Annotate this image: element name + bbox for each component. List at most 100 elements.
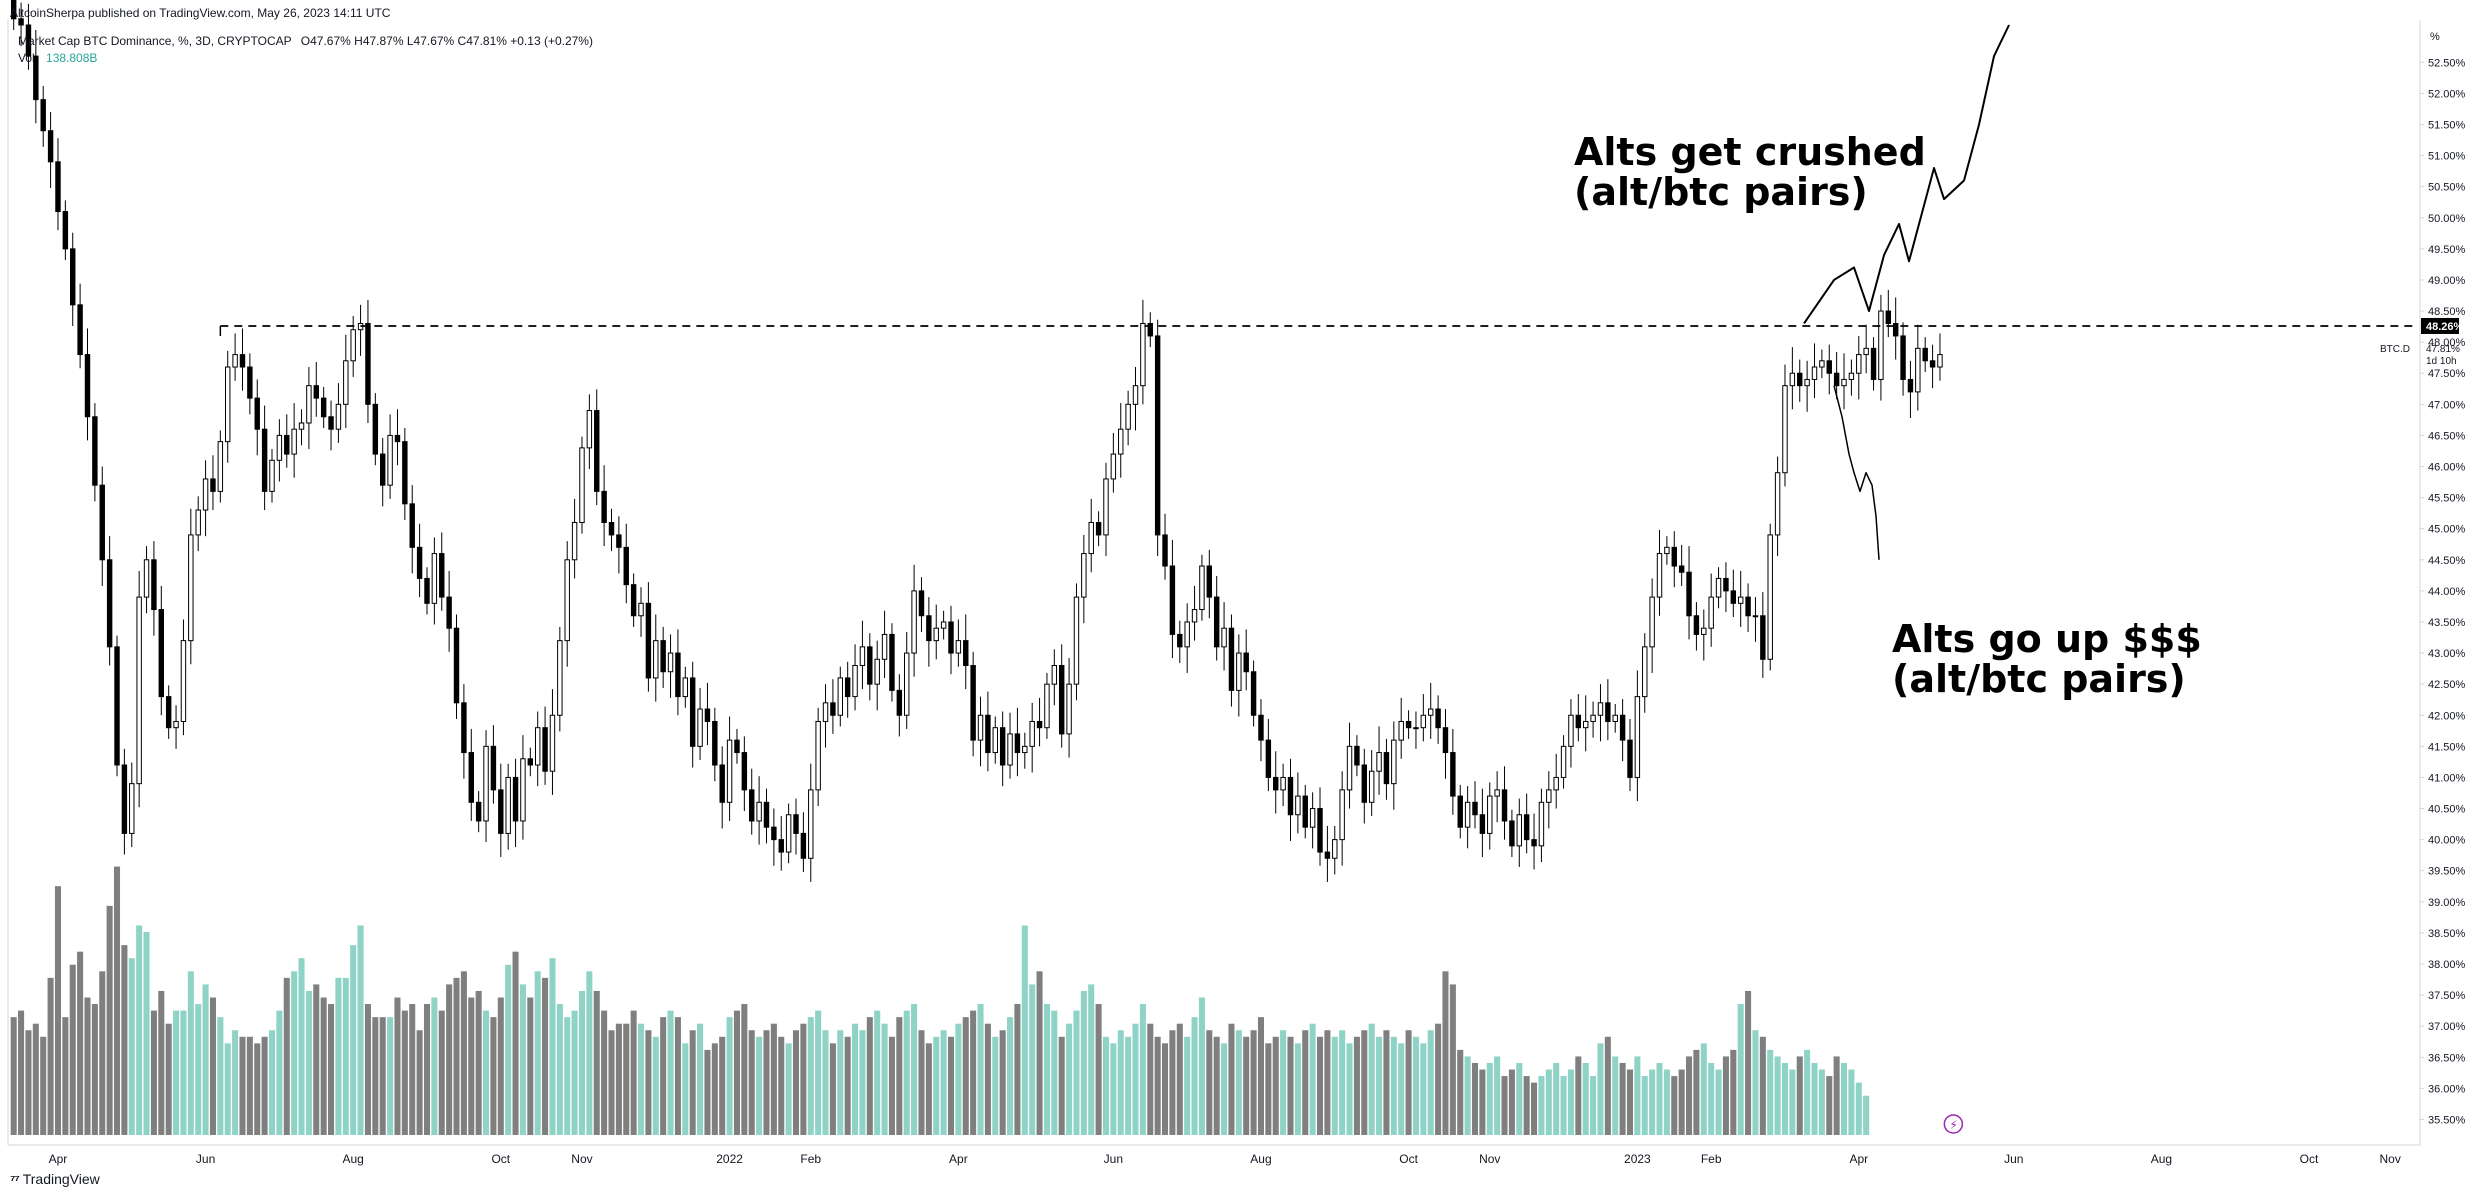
candle-body xyxy=(1265,739,1272,778)
volume-bar xyxy=(1176,1023,1183,1135)
volume-bar xyxy=(342,977,349,1135)
y-axis-tick-label: 46.50% xyxy=(2428,430,2466,442)
volume-bar xyxy=(261,1036,268,1135)
x-axis-tick-label: Oct xyxy=(1399,1152,1418,1166)
tradingview-brand[interactable]: ⁷⁷ TradingView xyxy=(10,1171,100,1187)
candle-body xyxy=(188,534,194,642)
volume-bar xyxy=(689,1030,696,1135)
volume-bar xyxy=(505,964,512,1135)
candle-body xyxy=(1206,565,1213,598)
candle-body xyxy=(608,521,615,536)
volume-bar xyxy=(268,1030,276,1135)
volume-bar xyxy=(829,1043,836,1135)
candle-body xyxy=(1435,708,1441,729)
volume-bar xyxy=(298,958,305,1135)
x-axis-tick-label: 2022 xyxy=(716,1152,743,1166)
volume-bar xyxy=(1479,1069,1486,1135)
candle-body xyxy=(232,354,238,368)
volume-bar xyxy=(1597,1043,1604,1135)
volume-bar xyxy=(911,1004,918,1135)
candle-body xyxy=(1693,615,1700,635)
candle-body xyxy=(948,621,954,654)
volume-bar xyxy=(1243,1036,1250,1135)
volume-bar xyxy=(1117,1030,1124,1135)
volume-bar xyxy=(866,1017,873,1135)
candle-body xyxy=(225,366,231,443)
volume-bar xyxy=(1383,1030,1390,1135)
candle-body xyxy=(416,546,423,579)
candle-body xyxy=(1760,615,1766,660)
candle-body xyxy=(977,714,984,741)
volume-bar xyxy=(409,1004,416,1135)
candle-body xyxy=(1701,627,1707,635)
volume-bar xyxy=(497,997,504,1135)
candle-body xyxy=(741,752,748,791)
candle-body xyxy=(1487,795,1493,834)
volume-bar xyxy=(1708,1062,1715,1135)
volume-bar xyxy=(394,997,401,1135)
volume-bar xyxy=(933,1036,940,1135)
volume-bar xyxy=(372,1017,379,1135)
volume-bar xyxy=(1110,1043,1117,1135)
candle-body xyxy=(77,304,83,356)
candle-body xyxy=(1678,565,1685,573)
volume-bar xyxy=(25,1030,32,1135)
last-price-label: 47.81% xyxy=(2426,344,2460,355)
volume-bar xyxy=(158,990,165,1135)
candle-body xyxy=(165,696,172,729)
symbol-title[interactable]: Market Cap BTC Dominance, %, 3D, CRYPTOC… xyxy=(18,34,292,48)
volume-bar xyxy=(1767,1049,1774,1135)
y-axis-tick-label: 46.00% xyxy=(2428,462,2466,474)
volume-bar xyxy=(320,997,327,1135)
candle-body xyxy=(1044,683,1050,729)
volume-bar xyxy=(1759,1036,1766,1135)
candle-body xyxy=(653,640,659,679)
candle-body xyxy=(1162,534,1168,567)
candle-body xyxy=(1892,322,1899,337)
candle-body xyxy=(638,602,644,617)
volume-bar xyxy=(350,945,357,1135)
y-axis-tick-label: 52.50% xyxy=(2428,57,2466,69)
candle-body xyxy=(365,322,371,405)
volume-bar xyxy=(1442,971,1449,1135)
y-axis-unit: % xyxy=(2430,31,2440,43)
candle-body xyxy=(1243,652,1249,673)
replay-badge-icon[interactable] xyxy=(1943,1114,1964,1134)
volume-bar xyxy=(615,1023,622,1135)
candle-body xyxy=(328,416,334,430)
projection-path-down[interactable] xyxy=(1833,385,1880,560)
candle-body xyxy=(970,665,976,741)
candle-body xyxy=(1900,335,1906,380)
volume-bar xyxy=(984,1023,991,1135)
candle-body xyxy=(512,776,519,822)
candle-body xyxy=(1258,714,1264,741)
volume-bar xyxy=(888,1036,895,1135)
candle-body xyxy=(343,360,349,405)
volume-legend[interactable]: Vol 138.808B xyxy=(18,51,97,65)
volume-bar xyxy=(128,958,135,1135)
x-axis-tick-label: Nov xyxy=(2379,1152,2400,1166)
publisher-line: AltcoinSherpa published on TradingView.c… xyxy=(10,6,391,20)
candle-body xyxy=(1878,310,1884,380)
volume-bar xyxy=(113,866,121,1135)
volume-bar xyxy=(977,1004,984,1135)
candle-body xyxy=(1213,596,1220,648)
candle-body xyxy=(1523,814,1530,841)
candle-body xyxy=(461,702,467,754)
candle-body xyxy=(1516,814,1522,847)
volume-bar xyxy=(1833,1056,1840,1135)
y-axis-tick-label: 50.50% xyxy=(2428,182,2466,194)
symbol-legend[interactable]: Market Cap BTC Dominance, %, 3D, CRYPTOC… xyxy=(18,34,593,48)
volume-bar xyxy=(1531,1082,1538,1135)
volume-bar xyxy=(896,1017,903,1135)
projection-path-up[interactable] xyxy=(1803,24,2010,325)
volume-bar xyxy=(209,997,216,1135)
volume-bar xyxy=(401,1010,408,1135)
candle-body xyxy=(62,211,69,250)
candle-body xyxy=(1774,472,1781,536)
candle-body xyxy=(1428,708,1434,716)
candle-body xyxy=(586,410,593,449)
y-axis-tick-label: 43.00% xyxy=(2428,648,2466,660)
volume-bar xyxy=(903,1010,910,1135)
